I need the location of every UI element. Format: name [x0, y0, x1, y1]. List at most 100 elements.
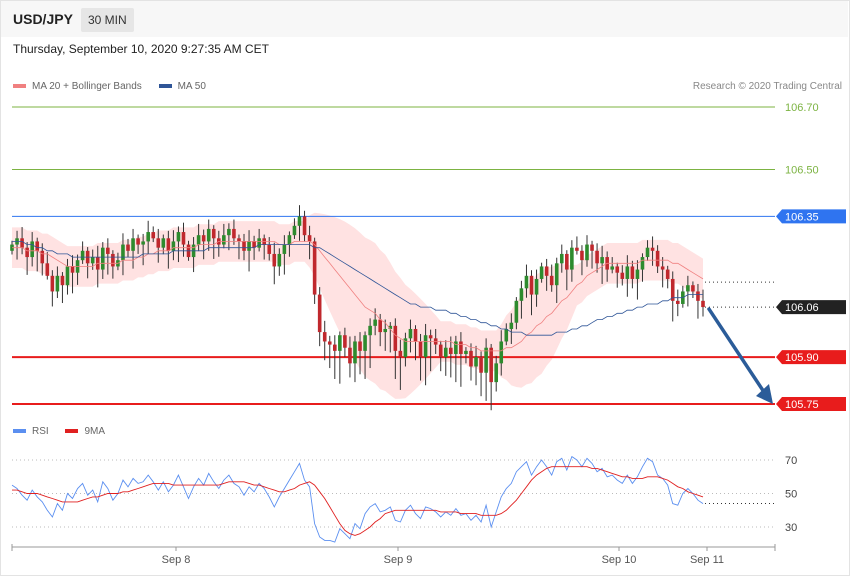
- candle-body: [247, 241, 251, 251]
- candle-body: [358, 341, 362, 351]
- candle-body: [620, 272, 625, 279]
- bollinger-band-group: [12, 212, 703, 399]
- candle-body: [499, 341, 504, 364]
- candle-body: [519, 288, 524, 301]
- price-tag: [776, 397, 846, 411]
- candle-body: [575, 247, 579, 251]
- candle-body: [40, 250, 45, 264]
- candle-body: [630, 266, 635, 279]
- candle-body: [151, 232, 156, 239]
- ma50-line: [12, 241, 703, 336]
- candle-body: [590, 244, 594, 251]
- candle-body: [600, 257, 604, 264]
- candle-body: [514, 300, 519, 323]
- candle-body: [529, 275, 534, 295]
- candle-body: [464, 350, 468, 354]
- candle-body: [111, 253, 115, 267]
- candle-body: [353, 341, 357, 364]
- ma20-line: [12, 241, 704, 352]
- candle-body: [227, 228, 231, 236]
- candle-body: [438, 344, 443, 358]
- candle-body: [675, 300, 680, 304]
- candle-body: [267, 244, 272, 254]
- timeframe-badge[interactable]: 30 MIN: [81, 8, 134, 32]
- projection-arrow-head: [756, 384, 773, 404]
- candle-body: [171, 241, 176, 251]
- legend-label-ma20: MA 20 + Bollinger Bands: [32, 81, 142, 92]
- candle-body: [50, 275, 55, 292]
- legend-item-ma50: MA 50: [158, 81, 206, 92]
- candle-body: [237, 238, 241, 242]
- candle-body: [317, 294, 322, 333]
- candle-body: [696, 291, 700, 301]
- candle-body: [30, 241, 34, 258]
- candle-body: [181, 232, 186, 245]
- candle-body: [322, 332, 327, 342]
- candle-body: [524, 275, 529, 289]
- level-label: 106.50: [785, 165, 819, 177]
- candle-body: [449, 347, 453, 354]
- legend-label-9ma: 9MA: [84, 426, 106, 437]
- projection-arrow-shaft: [707, 307, 766, 394]
- candle-body: [232, 228, 236, 239]
- candle-body: [640, 257, 645, 270]
- rsi-panel: 70 50 30: [11, 455, 797, 543]
- candle-body: [549, 275, 554, 286]
- candle-body: [333, 344, 337, 351]
- x-axis-tick-label: Sep 10: [602, 554, 637, 566]
- x-axis-tick-label: Sep 11: [690, 554, 724, 566]
- price-tag-label: 106.06: [785, 302, 819, 314]
- candle-body: [297, 216, 302, 226]
- candle-body: [595, 250, 599, 264]
- candle-body: [539, 266, 544, 279]
- candle-body: [242, 241, 246, 251]
- candle-body: [327, 341, 332, 345]
- candle-body: [25, 247, 29, 258]
- candle-body: [201, 235, 206, 242]
- candle-body: [257, 238, 261, 248]
- candle-body: [625, 266, 630, 279]
- candle-body: [222, 235, 226, 245]
- candle-body: [670, 278, 675, 301]
- candle-body: [277, 253, 282, 267]
- candle-body: [459, 341, 463, 354]
- candle-body: [70, 266, 75, 273]
- candle-body: [363, 335, 367, 351]
- candle-body: [489, 347, 493, 383]
- candle-body: [645, 247, 650, 258]
- candle-body: [211, 228, 216, 239]
- candle-body: [650, 247, 655, 251]
- candle-body: [338, 335, 342, 351]
- candle-body: [176, 232, 181, 242]
- candle-body: [428, 335, 433, 339]
- candle-body: [287, 235, 292, 245]
- legend-swatch-ma20: [13, 84, 26, 89]
- candle-body: [302, 216, 307, 236]
- candle-body: [559, 253, 564, 264]
- candle-body: [161, 238, 166, 248]
- candle-body: [554, 263, 559, 286]
- candle-body: [484, 347, 488, 373]
- candle-body: [544, 266, 549, 276]
- copyright-text: Research © 2020 Trading Central: [692, 81, 842, 92]
- candle-body: [131, 238, 135, 251]
- projection-arrow-group: [707, 307, 773, 404]
- rsi-legend: RSI 9MA: [13, 426, 119, 437]
- legend-label-ma50: MA 50: [177, 81, 206, 92]
- candle-body: [534, 278, 539, 295]
- candle-body: [20, 238, 24, 248]
- candle-body: [655, 250, 660, 267]
- header-bar: USD/JPY 30 MIN: [1, 1, 848, 37]
- price-tag: [776, 300, 846, 315]
- main-legend: MA 20 + Bollinger Bands MA 50: [13, 81, 220, 92]
- moving-averages-group: [12, 241, 704, 352]
- candle-body: [383, 328, 388, 333]
- candle-body: [252, 241, 256, 248]
- candle-body: [292, 225, 297, 236]
- rsi-line: [11, 455, 704, 543]
- candle-body: [504, 328, 509, 342]
- timestamp: Thursday, September 10, 2020 9:27:35 AM …: [13, 42, 269, 56]
- rsi-tick-label: 30: [785, 522, 797, 534]
